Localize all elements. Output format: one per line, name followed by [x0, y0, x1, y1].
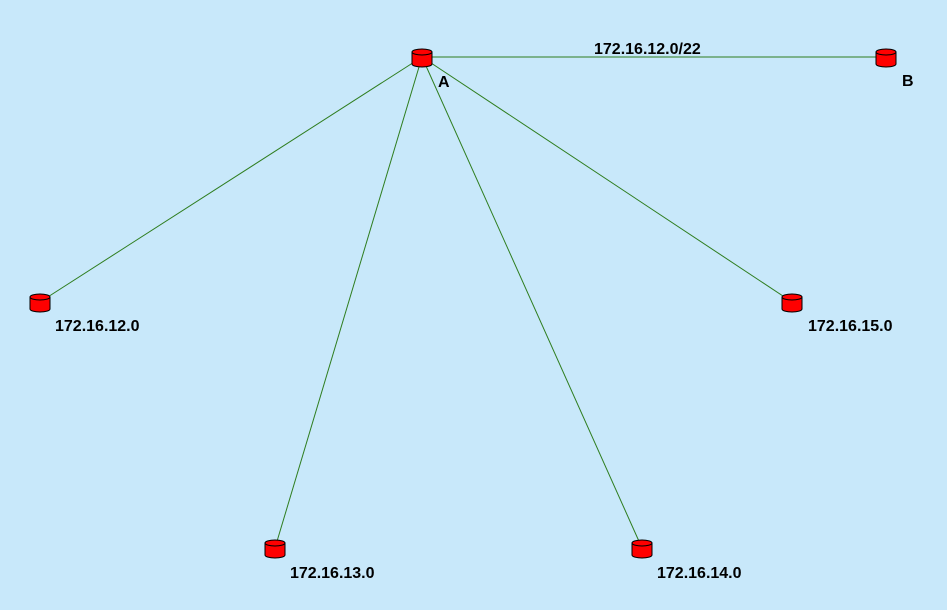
- router-b-label: B: [902, 73, 914, 90]
- router-172-16-15-0[interactable]: 172.16.15.0: [781, 293, 893, 335]
- router-172-16-14-0-label: 172.16.14.0: [657, 565, 742, 582]
- router-172-16-12-0[interactable]: 172.16.12.0: [29, 293, 140, 335]
- router-icon: [29, 293, 51, 313]
- router-icon: [264, 539, 286, 559]
- links: [39, 56, 886, 549]
- router-172-16-13-0-label: 172.16.13.0: [290, 565, 375, 582]
- link-a-172-16-15-0: [421, 56, 793, 303]
- link-a-172-16-14-0: [421, 56, 643, 549]
- link-label-a-b: 172.16.12.0/22: [594, 41, 701, 58]
- link-a-172-16-12-0: [39, 56, 423, 303]
- router-172-16-15-0-label: 172.16.15.0: [808, 318, 893, 335]
- router-a[interactable]: A: [411, 48, 450, 91]
- router-172-16-13-0[interactable]: 172.16.13.0: [264, 539, 375, 582]
- router-icon: [875, 48, 897, 68]
- router-172-16-14-0[interactable]: 172.16.14.0: [631, 539, 742, 582]
- router-icon: [631, 539, 653, 559]
- router-a-label: A: [438, 74, 450, 91]
- router-b[interactable]: B: [875, 48, 914, 90]
- router-icon: [781, 293, 803, 313]
- router-172-16-12-0-label: 172.16.12.0: [55, 318, 140, 335]
- link-a-172-16-13-0: [274, 56, 423, 549]
- router-icon: [411, 48, 433, 68]
